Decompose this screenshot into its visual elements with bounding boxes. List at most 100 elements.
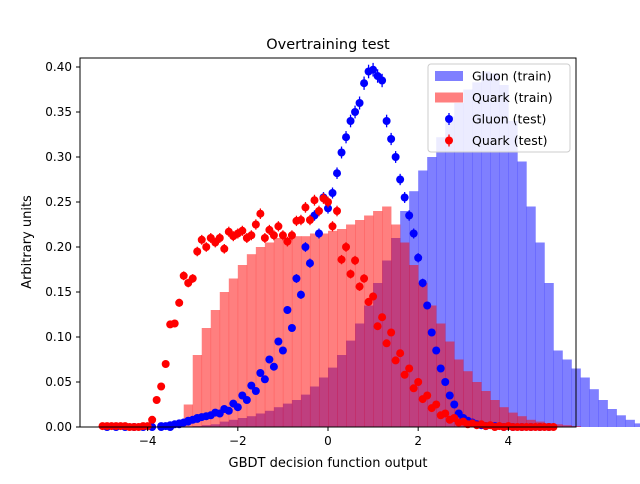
data-point	[409, 384, 418, 393]
data-point	[463, 420, 472, 429]
data-point	[319, 194, 328, 203]
histogram-bar	[472, 382, 482, 427]
data-point	[328, 222, 337, 231]
data-point	[342, 243, 351, 251]
histogram-bar	[427, 157, 437, 427]
data-point	[378, 76, 387, 85]
data-point	[247, 381, 256, 390]
histogram-bar	[373, 211, 383, 427]
data-point	[305, 259, 314, 268]
data-point	[333, 169, 342, 178]
data-point	[355, 282, 364, 291]
histogram-bar	[391, 224, 401, 427]
data-point	[351, 108, 360, 116]
histogram-bar	[210, 310, 221, 427]
histogram-bar	[436, 323, 446, 427]
data-point	[229, 232, 238, 241]
data-point	[378, 313, 387, 322]
histogram-bar	[183, 404, 194, 427]
data-point	[269, 362, 278, 371]
data-point	[427, 404, 436, 413]
data-point	[355, 99, 364, 107]
histogram-bar	[355, 220, 365, 427]
data-point	[432, 346, 441, 355]
data-point	[278, 231, 287, 240]
histogram-bar	[219, 292, 230, 427]
x-tick-label: 4	[505, 434, 513, 448]
chart-title: Overtraining test	[266, 37, 390, 53]
legend-label: Quark (train)	[472, 90, 553, 105]
data-point	[337, 255, 346, 264]
histogram-bar	[616, 415, 626, 427]
histogram-bar	[237, 265, 248, 427]
data-point	[445, 415, 454, 424]
histogram-bar	[490, 400, 500, 427]
data-point	[139, 422, 148, 431]
data-point	[436, 364, 445, 373]
y-tick-label: 0.30	[45, 150, 72, 164]
y-tick-label: 0.35	[45, 105, 72, 119]
y-tick-label: 0.20	[45, 240, 72, 254]
histogram-bar	[427, 305, 437, 427]
data-point	[360, 79, 369, 88]
data-point	[161, 360, 170, 368]
data-point	[387, 135, 396, 143]
legend-swatch	[435, 71, 463, 81]
data-point	[310, 196, 319, 205]
histogram-bar	[544, 283, 554, 427]
histogram-bar	[490, 73, 500, 428]
histogram-bar	[508, 121, 518, 427]
data-point	[314, 229, 323, 238]
data-point	[301, 243, 310, 251]
histogram-bar	[282, 238, 293, 427]
data-point	[396, 175, 405, 184]
histogram-bar	[436, 137, 446, 427]
data-point	[260, 234, 269, 242]
histogram-bar	[300, 236, 311, 427]
data-point	[481, 422, 490, 431]
histogram-bar	[273, 238, 284, 427]
histogram-bar	[481, 391, 491, 427]
legend: Gluon (train) Quark (train) Gluon (test) Qu…	[427, 63, 571, 153]
histogram-bar	[291, 236, 302, 427]
legend-label: Gluon (train)	[472, 69, 551, 84]
data-point	[247, 231, 256, 240]
legend-marker	[445, 115, 453, 123]
histogram-bar	[598, 400, 608, 427]
data-point	[346, 270, 355, 278]
histogram-bar	[463, 89, 473, 427]
data-point	[423, 301, 432, 310]
data-point	[251, 387, 260, 395]
data-point	[405, 364, 414, 373]
data-point	[414, 253, 423, 262]
histogram-bar	[508, 412, 518, 427]
histogram-bar	[589, 389, 599, 427]
x-axis: −4 −2 0 2 4	[139, 427, 512, 448]
data-point	[305, 216, 314, 224]
data-point	[405, 211, 414, 220]
histogram-bar	[454, 103, 464, 427]
data-point	[324, 204, 332, 213]
x-axis-label: GBDT decision function output	[229, 456, 428, 471]
data-point	[256, 369, 265, 377]
histogram-bar	[535, 242, 545, 427]
data-point	[152, 396, 161, 404]
data-point	[238, 226, 247, 235]
histogram-bar	[499, 407, 509, 427]
x-tick-label: −4	[139, 434, 157, 448]
legend-swatch	[435, 92, 463, 103]
histogram-bar	[481, 71, 491, 427]
histogram-bar	[400, 242, 410, 427]
y-tick-label: 0.40	[45, 60, 72, 74]
data-point	[328, 189, 337, 197]
data-point	[369, 65, 378, 74]
data-point	[445, 391, 454, 400]
data-point	[278, 346, 287, 355]
data-point	[265, 225, 274, 234]
histogram-bar	[228, 278, 239, 427]
histogram-bar	[607, 409, 617, 427]
y-tick-label: 0.05	[45, 375, 72, 389]
histogram-bar	[553, 350, 563, 427]
histogram-bar	[409, 265, 419, 427]
